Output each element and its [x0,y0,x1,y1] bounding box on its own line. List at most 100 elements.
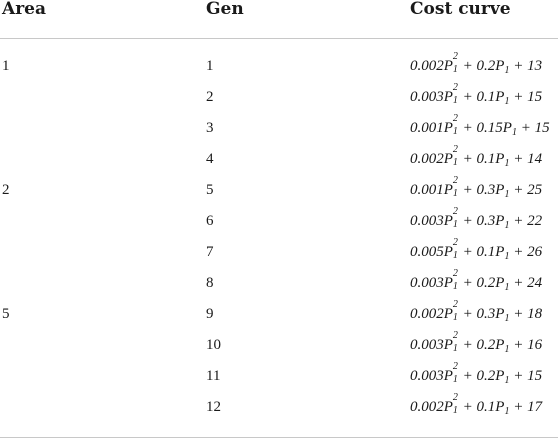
cell-cost-curve: 0.002P 2 1 + 0.1P1 + 17 [410,393,542,418]
exponent: 2 [452,175,458,186]
quadratic-term: 0.003P 2 1 [410,207,458,230]
linear-term: + 0.1P [458,89,505,105]
table-row: 6 0.003P 2 1 + 0.3P1 + 22 [0,205,558,235]
subscript: 1 [452,188,458,199]
subscript: 1 [504,375,510,386]
subscript: 1 [452,250,458,261]
cell-gen: 4 [206,151,214,167]
linear-term: + 0.2P [458,337,505,353]
cell-cost-curve: 0.003P 2 1 + 0.2P1 + 16 [410,331,543,356]
subscript: 1 [452,219,458,230]
cell-cost-curve: 0.001P 2 1 + 0.15P1 + 15 [410,114,550,139]
cell-gen: 8 [206,275,214,291]
quadratic-term: 0.002P 2 1 [410,52,458,75]
table-row: 1 1 0.002P 2 1 + 0.2P1 + 13 [0,50,558,80]
cell-gen: 12 [206,399,221,415]
cell-area: 2 [2,182,10,198]
subscript: 1 [452,405,458,416]
quadratic-coefficient: 0.003P [410,337,453,353]
subscript: 1 [452,95,458,106]
quadratic-term: 0.002P 2 1 [410,300,458,323]
quadratic-coefficient: 0.002P [410,306,453,322]
cell-gen: 11 [206,368,221,384]
exponent: 2 [452,82,458,93]
quadratic-term: 0.001P 2 1 [410,114,458,137]
constant-term: + 18 [509,306,543,322]
linear-term: + 0.3P [458,213,505,229]
cell-gen: 2 [206,89,214,105]
quadratic-coefficient: 0.003P [410,213,453,229]
quadratic-coefficient: 0.002P [410,58,453,74]
subscript: 1 [452,157,458,168]
linear-term: + 0.2P [458,58,505,74]
table-row: 8 0.003P 2 1 + 0.2P1 + 24 [0,267,558,297]
exponent: 2 [452,144,458,155]
linear-term: + 0.1P [458,399,505,415]
subscript: 1 [452,312,458,323]
constant-term: + 26 [509,244,543,260]
subscript: 1 [504,65,510,76]
bottom-rule [0,437,558,438]
exponent: 2 [452,113,458,124]
cell-cost-curve: 0.002P 2 1 + 0.3P1 + 18 [410,300,543,325]
quadratic-term: 0.003P 2 1 [410,269,458,292]
subscript: 1 [452,343,458,354]
cell-gen: 9 [206,306,214,322]
subscript: 1 [504,96,510,107]
cell-cost-curve: 0.003P 2 1 + 0.2P1 + 24 [410,269,542,294]
quadratic-coefficient: 0.002P [410,399,453,415]
quadratic-coefficient: 0.003P [410,89,453,105]
linear-term: + 0.1P [458,151,505,167]
cell-cost-curve: 0.002P 2 1 + 0.1P1 + 14 [410,145,543,170]
quadratic-coefficient: 0.003P [410,275,453,291]
cell-cost-curve: 0.003P 2 1 + 0.1P1 + 15 [410,83,543,108]
constant-term: + 15 [509,368,543,384]
cell-gen: 7 [206,244,214,260]
cell-gen: 1 [206,58,214,74]
constant-term: + 14 [509,151,543,167]
exponent: 2 [452,268,458,279]
constant-term: + 22 [509,213,543,229]
cell-cost-curve: 0.003P 2 1 + 0.2P1 + 15 [410,362,543,387]
constant-term: + 15 [509,89,543,105]
subscript: 1 [504,344,510,355]
table-row: 5 9 0.002P 2 1 + 0.3P1 + 18 [0,298,558,328]
table-row: 2 0.003P 2 1 + 0.1P1 + 15 [0,81,558,111]
table-row: 10 0.003P 2 1 + 0.2P1 + 16 [0,329,558,359]
table-row: 11 0.003P 2 1 + 0.2P1 + 15 [0,360,558,390]
subscript: 1 [504,406,510,417]
subscript: 1 [504,220,510,231]
subscript: 1 [504,313,510,324]
linear-term: + 0.3P [458,306,505,322]
exponent: 2 [452,361,458,372]
quadratic-term: 0.003P 2 1 [410,331,458,354]
subscript: 1 [452,374,458,385]
constant-term: + 16 [509,337,543,353]
quadratic-term: 0.001P 2 1 [410,176,458,199]
subscript: 1 [452,126,458,137]
subscript: 1 [504,251,510,262]
exponent: 2 [452,392,458,403]
table-row: 4 0.002P 2 1 + 0.1P1 + 14 [0,143,558,173]
linear-term: + 0.1P [458,244,505,260]
linear-term: + 0.15P [458,120,512,136]
constant-term: + 13 [509,58,543,74]
table-header: Area Gen Cost curve [0,0,558,39]
cell-cost-curve: 0.001P 2 1 + 0.3P1 + 25 [410,176,542,201]
exponent: 2 [452,51,458,62]
cell-cost-curve: 0.002P 2 1 + 0.2P1 + 13 [410,52,543,77]
quadratic-coefficient: 0.002P [410,151,453,167]
quadratic-term: 0.003P 2 1 [410,83,458,106]
quadratic-term: 0.005P 2 1 [410,238,458,261]
table-row: 2 5 0.001P 2 1 + 0.3P1 + 25 [0,174,558,204]
cell-cost-curve: 0.005P 2 1 + 0.1P1 + 26 [410,238,543,263]
cell-area: 5 [2,306,10,322]
quadratic-coefficient: 0.001P [410,182,453,198]
quadratic-coefficient: 0.001P [410,120,453,136]
constant-term: + 15 [516,120,550,136]
cell-gen: 5 [206,182,214,198]
linear-term: + 0.2P [458,368,505,384]
quadratic-term: 0.003P 2 1 [410,362,458,385]
cell-area: 1 [2,58,10,74]
